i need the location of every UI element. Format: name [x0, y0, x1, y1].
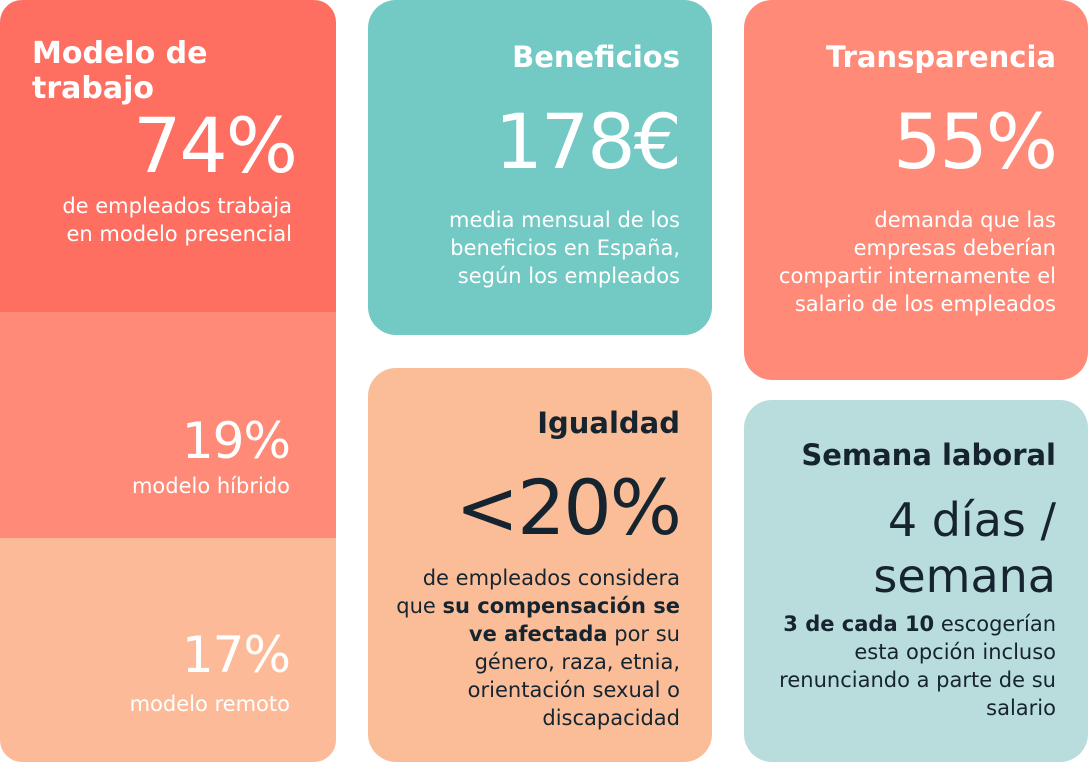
remote-description: modelo remoto [129, 692, 290, 716]
workweek-text-highlight: 3 de cada 10 [783, 612, 935, 636]
transparency-card: Transparencia 55% demanda que las empres… [744, 0, 1088, 380]
workweek-card: Semana laboral 4 días / semana 3 de cada… [744, 400, 1088, 762]
equality-title: Igualdad [537, 406, 680, 440]
transparency-title: Transparencia [825, 40, 1056, 74]
workweek-value: 4 días / semana [873, 492, 1056, 604]
benefits-card: Beneficios 178€ media mensual de los ben… [368, 0, 712, 335]
equality-card: Igualdad <20% de empleados considera que… [368, 368, 712, 762]
work-model-title: Modelo de trabajo [32, 36, 208, 106]
equality-text-highlight: su compensación se ve afectada [442, 594, 681, 646]
remote-segment [0, 538, 336, 762]
workweek-text-after: escogerían esta opción incluso renuncian… [779, 612, 1056, 720]
equality-description: de empleados considera que su compensaci… [390, 564, 680, 732]
onsite-description: de empleados trabaja en modelo presencia… [62, 194, 292, 246]
remote-percentage: 17% [181, 626, 291, 684]
benefits-title: Beneficios [512, 40, 680, 74]
work-model-card: Modelo de trabajo 74% de empleados traba… [0, 0, 336, 762]
onsite-percentage: 74% [133, 101, 298, 190]
equality-value: <20% [455, 463, 682, 552]
equality-text-before: de empleados considera que [396, 566, 680, 618]
hybrid-description: modelo híbrido [131, 474, 290, 498]
equality-text-after: por su género, raza, etnia, orientación … [467, 622, 680, 730]
hybrid-segment [0, 312, 336, 538]
onsite-segment [0, 0, 336, 312]
benefits-value: 178€ [494, 97, 682, 186]
transparency-description: demanda que las empresas deberían compar… [778, 208, 1056, 316]
transparency-value: 55% [893, 97, 1058, 186]
workweek-value-line1: 4 días / [887, 493, 1056, 547]
workweek-value-line2: semana [873, 549, 1056, 603]
benefits-description: media mensual de los beneficios en Españ… [449, 208, 680, 288]
workweek-title: Semana laboral [801, 438, 1056, 472]
workweek-description: 3 de cada 10 escogerían esta opción incl… [776, 610, 1056, 722]
hybrid-percentage: 19% [181, 412, 291, 470]
